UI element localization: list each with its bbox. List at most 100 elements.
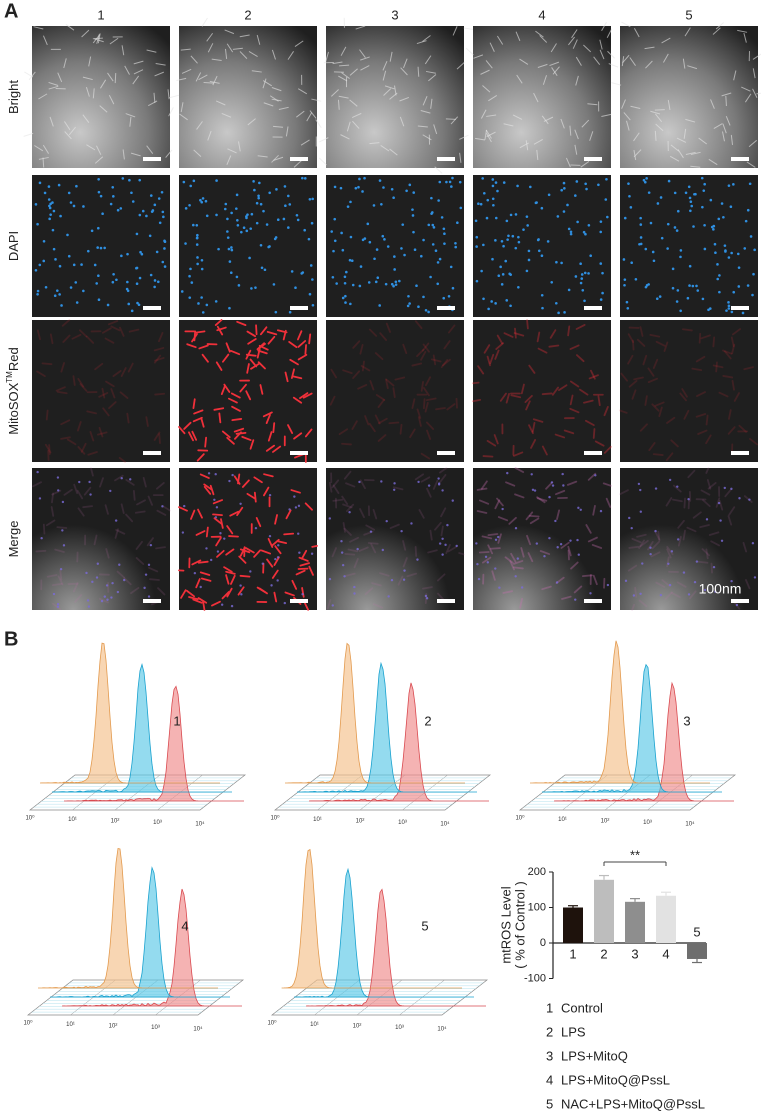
cell	[426, 429, 432, 440]
cell	[687, 65, 698, 70]
cell	[276, 540, 288, 545]
nucleus	[97, 274, 100, 278]
cell	[621, 21, 631, 28]
cell	[491, 570, 496, 581]
nucleus	[111, 280, 115, 284]
nucleus	[354, 186, 358, 190]
nucleus	[288, 203, 292, 206]
cell	[639, 326, 644, 337]
cell	[158, 433, 161, 444]
nucleus	[226, 236, 230, 239]
cell	[298, 556, 309, 562]
nucleus	[110, 596, 113, 599]
micrograph	[32, 175, 170, 317]
nucleus	[272, 283, 276, 286]
legend-number: 1	[546, 1000, 553, 1015]
cell	[147, 100, 158, 107]
nucleus	[649, 221, 653, 225]
histogram-trace	[49, 866, 230, 998]
nucleus	[567, 288, 571, 292]
cell	[417, 66, 420, 77]
cell	[581, 119, 590, 128]
cell	[304, 428, 313, 438]
cell	[603, 406, 609, 417]
cell	[76, 489, 84, 500]
cell	[133, 60, 144, 65]
cell	[287, 424, 294, 434]
cell	[682, 328, 693, 332]
cell	[402, 557, 408, 568]
nucleus	[96, 246, 99, 249]
nucleus	[86, 599, 90, 602]
scale-bar	[731, 451, 749, 455]
cell	[203, 485, 212, 495]
nucleus	[712, 228, 715, 231]
cell	[169, 94, 180, 99]
cell	[420, 381, 424, 392]
cell	[216, 325, 224, 336]
cell	[685, 118, 696, 123]
cell	[385, 378, 389, 390]
nucleus	[417, 305, 420, 309]
cell	[685, 151, 696, 156]
cell	[292, 396, 303, 404]
cell	[108, 401, 117, 410]
nucleus	[400, 529, 403, 533]
cell	[676, 137, 687, 143]
histogram-trace	[529, 640, 710, 784]
nucleus	[484, 555, 488, 559]
nucleus	[529, 185, 532, 189]
cell	[124, 65, 130, 75]
cell	[153, 347, 165, 352]
nucleus	[527, 249, 531, 253]
nucleus	[746, 284, 750, 287]
nucleus	[261, 562, 265, 565]
nucleus	[36, 222, 39, 226]
cell	[519, 598, 523, 609]
nucleus	[200, 267, 204, 271]
nucleus	[652, 259, 656, 263]
cell	[632, 339, 635, 351]
nucleus	[245, 229, 249, 233]
nucleus	[687, 185, 691, 189]
cell	[414, 473, 425, 481]
cell	[231, 418, 243, 422]
nucleus	[437, 199, 440, 202]
nucleus	[599, 262, 603, 265]
cell	[629, 57, 636, 66]
histogram-tick-label: 10⁴	[685, 821, 695, 828]
nucleus	[455, 544, 458, 548]
micrograph	[473, 467, 612, 610]
cell	[263, 473, 274, 478]
cell	[119, 326, 125, 337]
nucleus	[408, 302, 411, 305]
nucleus	[548, 495, 551, 499]
cell	[631, 537, 642, 544]
nucleus	[577, 506, 580, 510]
cell	[417, 416, 422, 427]
nucleus	[340, 231, 343, 235]
cell	[198, 74, 208, 81]
nucleus	[91, 580, 94, 584]
histogram-trace	[293, 867, 474, 998]
cell	[99, 105, 108, 113]
nucleus	[419, 254, 423, 258]
cell	[446, 403, 456, 411]
cell	[543, 116, 554, 122]
nucleus	[205, 214, 209, 218]
cell	[213, 407, 225, 411]
nucleus	[502, 244, 505, 248]
cell	[458, 552, 465, 556]
nucleus	[709, 198, 713, 202]
cell	[533, 92, 539, 103]
nucleus	[703, 247, 707, 251]
nucleus	[563, 187, 566, 190]
nucleus	[599, 230, 603, 234]
nucleus	[150, 210, 154, 213]
cell	[271, 49, 276, 60]
nucleus	[149, 194, 153, 197]
nucleus	[52, 247, 56, 251]
cell	[537, 63, 548, 68]
nucleus	[714, 251, 717, 254]
cell	[737, 29, 748, 33]
